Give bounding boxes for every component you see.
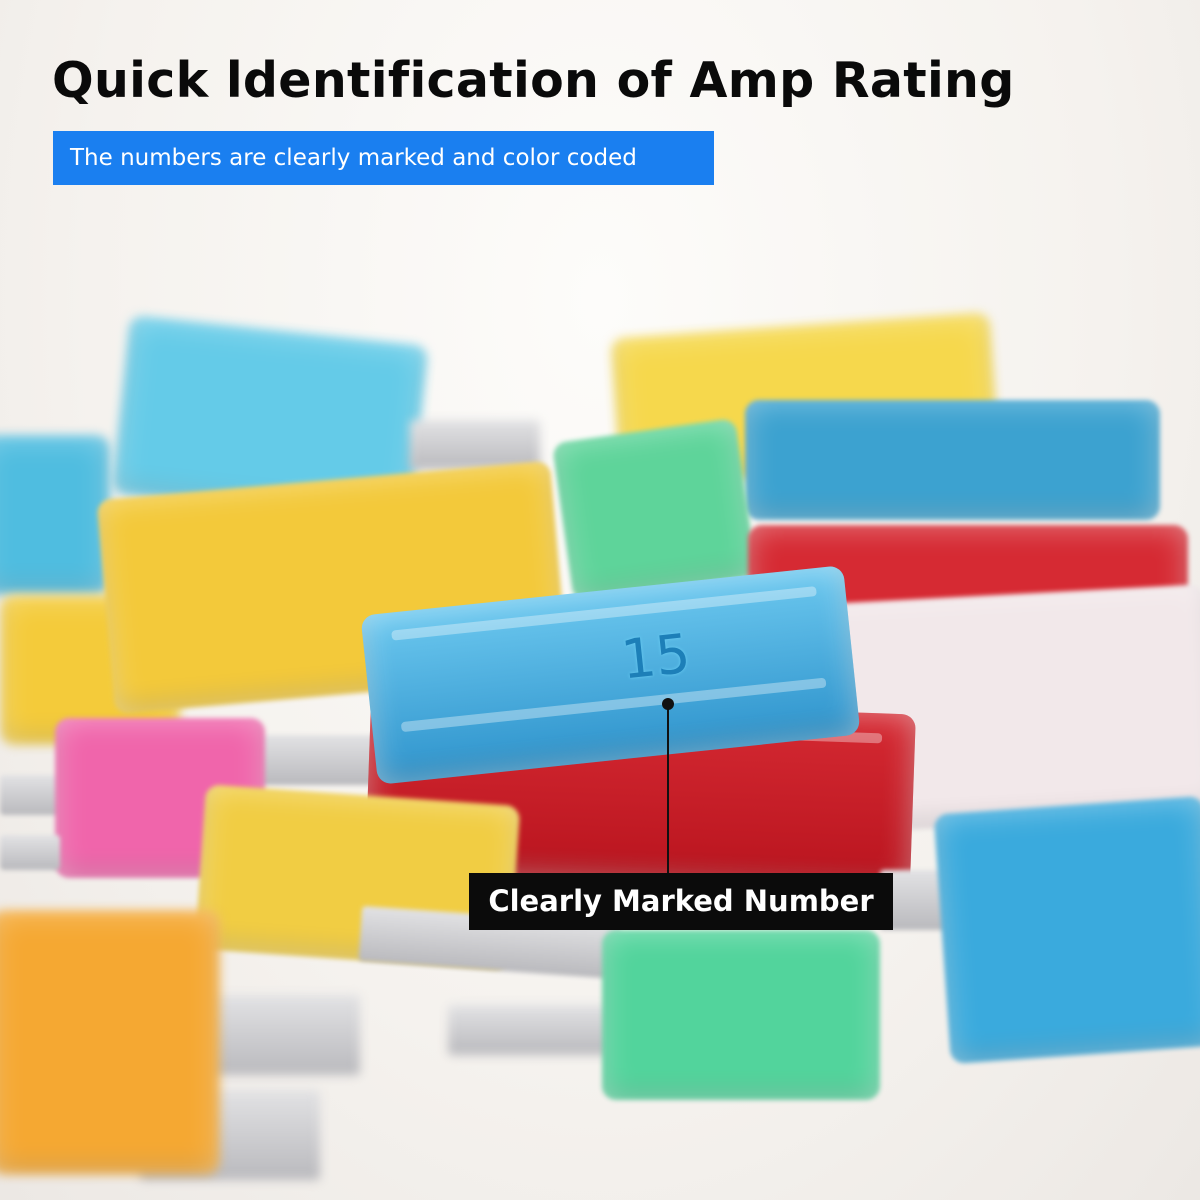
callout-leader-line [667,703,669,875]
subtitle-banner: The numbers are clearly marked and color… [53,131,714,185]
fuse-blade [0,835,60,870]
fuse-green-bottom [602,930,880,1100]
fuse-green-back [551,417,758,603]
callout-dot [662,698,674,710]
fuse-blade [410,420,540,470]
fuse-number-15: 15 [618,621,694,692]
fuse-blade [250,735,380,785]
fuse-ridge [400,677,827,733]
callout-label: Clearly Marked Number [469,873,893,930]
fuse-orange [0,910,220,1175]
fuse-blue-bottom-right [933,795,1200,1065]
fuse-blade [448,1005,618,1055]
page-title: Quick ldentification of Amp Rating [52,52,1015,109]
fuse-blue-back-right [745,400,1160,520]
fuse-blue-far-left [0,435,110,595]
